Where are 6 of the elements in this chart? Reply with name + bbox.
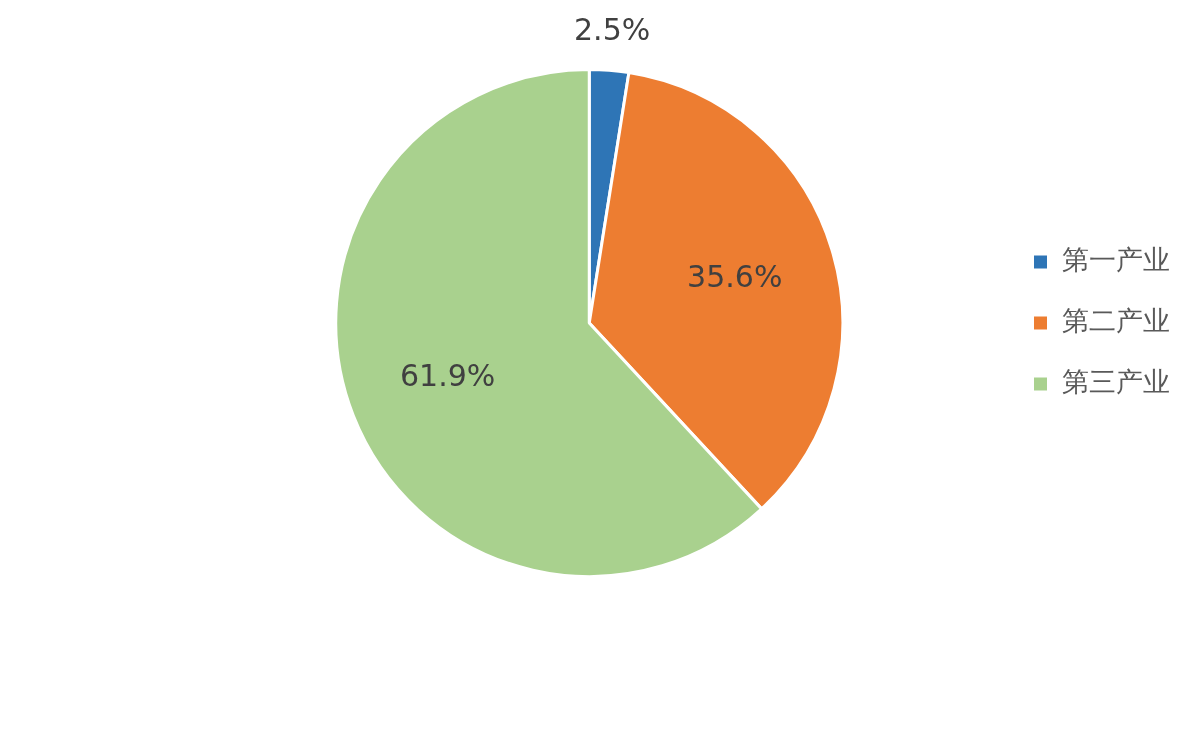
- legend-label: 第三产业: [1062, 366, 1170, 398]
- legend-label: 第二产业: [1062, 305, 1170, 337]
- data-label: 61.9%: [400, 358, 496, 394]
- data-label: 2.5%: [574, 12, 651, 48]
- data-label: 35.6%: [687, 258, 783, 294]
- legend-label: 第一产业: [1062, 244, 1170, 276]
